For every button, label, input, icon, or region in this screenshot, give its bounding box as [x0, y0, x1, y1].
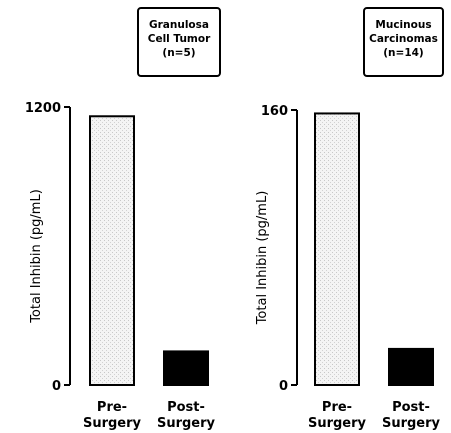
y-tick-label: 160	[261, 104, 288, 119]
chart-title-line: (n=14)	[383, 47, 423, 59]
chart-panel-2: Mucinous Carcinomas (n=14) 160 0 Total Inhibi…	[255, 7, 444, 431]
y-tick-label: 0	[52, 379, 61, 394]
legend-box	[137, 7, 221, 77]
x-category-label: Surgery	[382, 416, 441, 431]
bar-pre-surgery	[89, 115, 135, 387]
chart-title-line: Carcinomas	[369, 33, 438, 45]
chart-title-line: Cell Tumor	[148, 33, 211, 45]
x-category-label: Post-	[392, 400, 430, 415]
x-category-label: Surgery	[308, 416, 367, 431]
bar-post-surgery	[388, 347, 434, 386]
x-category-label: Surgery	[83, 416, 142, 431]
y-tick-label: 1200	[25, 101, 61, 116]
bar-pre-surgery	[314, 112, 360, 386]
chart-title-line: Mucinous	[375, 19, 431, 31]
legend-box	[363, 7, 444, 77]
y-axis-label: Total Inhibin (pg/mL)	[29, 189, 44, 324]
x-category-label: Pre-	[322, 400, 352, 415]
y-axis-label: Total Inhibin (pg/mL)	[255, 191, 270, 326]
y-tick-label: 0	[279, 379, 288, 394]
chart-panel-1: Granulosa Cell Tumor (n=5) 1200 0 Total Inhib…	[25, 7, 221, 431]
chart-title-line: (n=5)	[162, 47, 195, 59]
x-category-label: Surgery	[157, 416, 216, 431]
x-category-label: Post-	[167, 400, 205, 415]
x-category-label: Pre-	[97, 400, 127, 415]
bar-post-surgery	[163, 350, 209, 386]
chart-title-line: Granulosa	[149, 19, 209, 31]
